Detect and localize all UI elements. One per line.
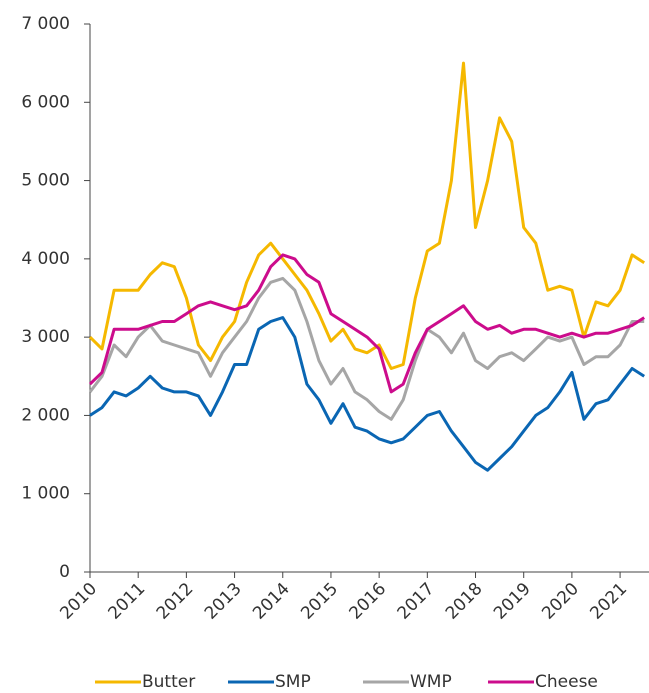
x-tick-label: 2016 bbox=[345, 579, 390, 624]
x-tick-label: 2019 bbox=[490, 579, 535, 624]
legend-label: Butter bbox=[142, 672, 195, 692]
y-tick-label: 0 bbox=[59, 562, 70, 582]
y-tick-label: 3 000 bbox=[21, 327, 70, 347]
x-tick-label: 2017 bbox=[394, 579, 439, 624]
x-tick-label: 2013 bbox=[201, 579, 246, 624]
legend-label: WMP bbox=[410, 672, 452, 692]
x-tick-label: 2010 bbox=[56, 579, 101, 624]
series-line bbox=[88, 276, 645, 421]
x-tick-label: 2020 bbox=[538, 579, 583, 624]
legend-label: Cheese bbox=[535, 672, 598, 692]
x-tick-label: 2014 bbox=[249, 579, 294, 624]
y-tick-label: 2 000 bbox=[21, 405, 70, 425]
series-line bbox=[88, 253, 646, 394]
y-tick-label: 5 000 bbox=[21, 171, 70, 191]
series-line bbox=[89, 316, 646, 472]
y-tick-label: 6 000 bbox=[21, 92, 70, 112]
legend-label: SMP bbox=[275, 672, 311, 692]
y-tick-label: 4 000 bbox=[21, 249, 70, 269]
series-line bbox=[88, 61, 646, 370]
x-tick-label: 2021 bbox=[586, 579, 631, 624]
x-tick-label: 2015 bbox=[297, 579, 342, 624]
y-tick-label: 1 000 bbox=[21, 484, 70, 504]
x-tick-label: 2012 bbox=[153, 579, 198, 624]
y-tick-label: 7 000 bbox=[21, 14, 70, 34]
x-tick-label: 2018 bbox=[442, 579, 487, 624]
x-tick-label: 2011 bbox=[105, 579, 150, 624]
